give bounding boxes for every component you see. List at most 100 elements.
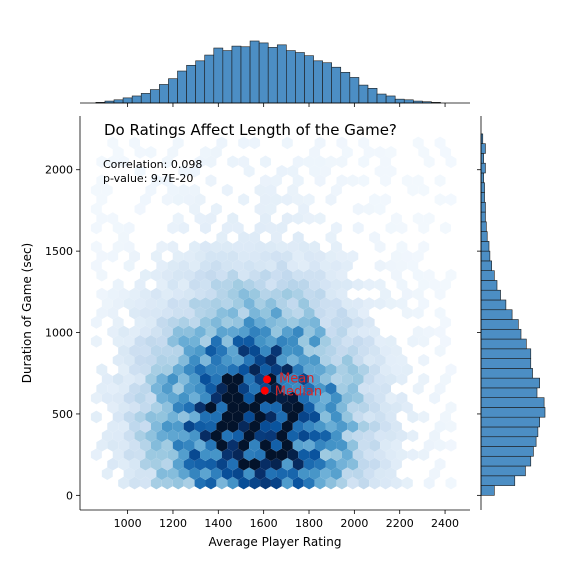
hexbin-cell xyxy=(434,325,446,339)
y-tick-label: 2000 xyxy=(45,164,73,177)
hexbin-cell xyxy=(238,344,250,358)
hexbin-cell xyxy=(287,429,299,443)
hexbin-cell xyxy=(303,476,315,490)
hexbin-cell xyxy=(243,259,255,273)
hexbin-cell xyxy=(347,250,359,263)
hexbin-cell xyxy=(309,164,321,178)
hexbin-cell xyxy=(363,353,375,367)
hexbin-cell xyxy=(118,287,130,301)
hexbin-cell xyxy=(309,410,321,424)
hexbin-cell xyxy=(167,316,179,329)
hexbin-cell xyxy=(292,401,304,414)
hexbin-cell xyxy=(265,259,277,273)
hexbin-cell xyxy=(434,457,446,471)
hexbin-cell xyxy=(309,429,321,443)
hexbin-cell xyxy=(358,325,370,339)
hexbin-cell xyxy=(90,316,102,329)
hexbin-cell xyxy=(134,335,146,348)
hexbin-cell xyxy=(238,325,250,339)
hexbin-cell xyxy=(249,250,261,263)
hexbin-cell xyxy=(183,268,195,282)
hexbin-cell xyxy=(200,448,211,462)
hexbin-cell xyxy=(249,231,261,244)
hexbin-cell xyxy=(314,268,326,282)
hexbin-cell xyxy=(347,401,359,414)
hexbin-cell xyxy=(189,316,201,329)
hexbin-cell xyxy=(189,259,201,273)
top-histogram-bar xyxy=(295,52,305,104)
hexbin-cell xyxy=(330,391,342,405)
hexbin-cell xyxy=(374,372,386,386)
hexbin-cell xyxy=(194,193,206,206)
hexbin-cell xyxy=(150,401,162,414)
top-histogram-bar xyxy=(394,98,405,104)
top-histogram-bar xyxy=(313,60,323,104)
hexbin-cell xyxy=(161,457,173,471)
hexbin-cell xyxy=(232,259,244,273)
hexbin-cell xyxy=(314,212,326,225)
hexbin-cell xyxy=(118,457,130,471)
hexbin-cell xyxy=(396,221,408,235)
hexbin-cell xyxy=(118,476,130,490)
hexbin-cell xyxy=(172,287,184,301)
hexbin-cell xyxy=(385,146,397,159)
right-histogram-bar xyxy=(480,348,532,359)
hexbin-cell xyxy=(90,221,102,235)
hexbin-cell xyxy=(112,297,124,310)
right-histogram-bar xyxy=(480,221,487,232)
hexbin-cell xyxy=(200,391,211,405)
hexbin-cell xyxy=(243,391,255,405)
hexbin-cell xyxy=(161,363,173,376)
hexbin-cell xyxy=(145,391,157,405)
hexbin-cell xyxy=(112,146,124,159)
hexbin-cell xyxy=(243,164,255,178)
hexbin-cell xyxy=(254,429,266,443)
hexbin-cell xyxy=(418,372,430,386)
hexbin-cell xyxy=(129,382,141,395)
hexbin-cell xyxy=(167,240,179,254)
hexbin-cell xyxy=(221,221,233,235)
hexbin-cell xyxy=(227,344,239,358)
hexbin-cell xyxy=(200,221,211,235)
hexbin-cell xyxy=(238,401,250,414)
hexbin-cell xyxy=(412,174,424,187)
hexbin-cell xyxy=(140,325,151,339)
hexbin-cell xyxy=(330,297,342,310)
hexbin-cell xyxy=(347,174,359,187)
hexbin-cell xyxy=(287,448,299,462)
hexbin-cell xyxy=(374,353,386,367)
top-marginal-histogram xyxy=(95,40,441,104)
hexbin-cell xyxy=(265,221,277,235)
top-histogram-bar xyxy=(195,60,206,104)
top-histogram-bar xyxy=(286,50,296,104)
hexbin-cell xyxy=(325,363,337,376)
hexbin-cell xyxy=(320,448,331,462)
right-histogram-bar xyxy=(480,289,501,301)
hexbin-cell xyxy=(178,353,190,367)
hexbin-cell xyxy=(341,391,353,405)
hexbin-cell xyxy=(232,429,244,443)
hexbin-cell xyxy=(385,221,397,235)
hexbin-cell xyxy=(254,183,266,197)
hexbin-cell xyxy=(238,420,250,433)
hexbin-cell xyxy=(150,174,162,187)
hexbin-cell xyxy=(347,325,359,339)
hexbin-cell xyxy=(221,335,233,348)
hexbin-cell xyxy=(107,306,119,320)
hexbin-cell xyxy=(161,325,173,339)
hexbin-cell xyxy=(303,306,315,320)
hexbin-cell xyxy=(320,259,331,273)
right-histogram-bar xyxy=(480,162,486,174)
hexbin-cell xyxy=(172,420,184,433)
hexbin-cell xyxy=(336,325,348,339)
hexbin-cell xyxy=(167,259,179,273)
hexbin-cell xyxy=(254,335,266,348)
hexbin-cell xyxy=(341,429,353,443)
hexbin-cell xyxy=(341,448,353,462)
hexbin-cell xyxy=(189,372,201,386)
hexbin-cell xyxy=(270,382,282,395)
hexbin-cell xyxy=(96,439,108,452)
top-histogram-bar xyxy=(213,47,224,104)
hexbin-cell xyxy=(445,420,457,433)
hexbin-cell xyxy=(96,382,108,395)
